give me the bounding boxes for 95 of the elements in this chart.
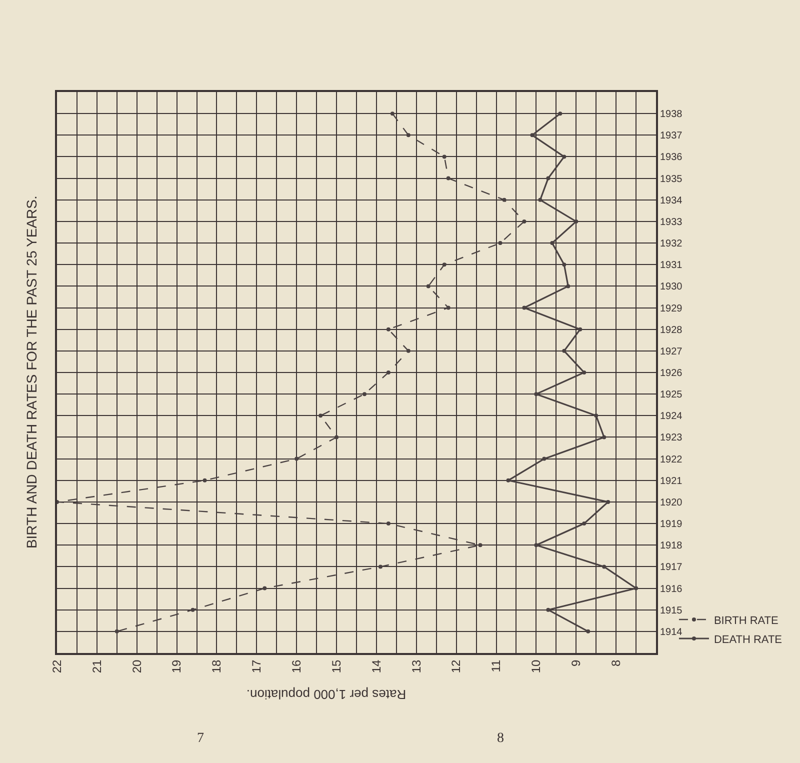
x-tick-label: 22 [50,659,64,674]
point [546,176,550,180]
point [602,564,606,569]
point [562,154,566,159]
x-tick-label: 14 [369,659,384,674]
point [386,327,390,332]
point [522,219,526,224]
y-tick-label: 1914 [660,626,683,638]
point [582,370,586,374]
point [294,456,299,461]
x-tick-label: 18 [210,659,224,674]
x-tick-label: 10 [529,659,544,674]
x-tick-label: 15 [329,659,344,674]
y-tick-label: 1927 [660,346,683,358]
x-tick-label: 17 [250,659,264,674]
text: 8 [497,731,504,746]
point [478,543,482,548]
point [334,435,339,440]
x-tick-label: 11 [489,659,504,672]
x-tick-label: 13 [409,659,424,674]
point [446,306,450,310]
y-tick-label: 1926 [660,368,683,379]
y-tick-label: 1933 [660,216,683,228]
point [442,262,446,267]
y-tick-label: 1934 [660,195,683,206]
point [262,586,267,590]
point [406,348,410,353]
y-tick-label: 1936 [660,152,683,164]
point [582,522,586,526]
point [318,414,323,418]
point [534,392,538,396]
point [378,564,382,569]
point [502,198,506,202]
x-tick-label: 21 [90,659,104,674]
point [566,284,570,288]
point [390,112,394,116]
text: 7 [197,731,204,746]
y-tick-label: 1915 [660,605,683,616]
y-tick-label: 1929 [660,303,683,314]
y-tick-label: 1931 [660,260,683,272]
point [550,241,554,246]
point [522,306,526,310]
y-tick-label: 1937 [660,130,683,142]
point [190,608,195,612]
point [578,327,582,332]
point [386,522,390,526]
point [530,133,534,138]
x-tick-label: 12 [449,659,464,674]
y-tick-label: 1925 [660,390,683,401]
y-tick-label: 1921 [660,476,683,487]
y-tick-label: 1918 [660,540,683,552]
legend-label: DEATH RATE [714,634,782,646]
point [386,370,390,374]
y-tick-label: 1917 [660,562,683,574]
x-tick-label: 16 [290,659,304,674]
point [442,154,446,159]
x-tick-label: 8 [608,659,623,666]
y-tick-label: 1935 [660,174,683,185]
x-tick-label: 9 [569,659,584,666]
y-tick-label: 1932 [660,238,683,250]
point [546,608,550,612]
y-tick-label: 1924 [660,411,683,422]
point [634,586,638,590]
y-tick-label: 1920 [660,497,683,508]
y-tick-label: 1919 [660,519,683,530]
y-tick-label: 1922 [660,454,683,466]
point [406,133,410,138]
point [506,478,510,482]
x-tick-label: 19 [170,659,184,674]
point [602,435,606,440]
y-tick-label: 1923 [660,432,683,444]
point [426,284,430,288]
point [594,414,598,418]
point [574,219,578,224]
y-tick-label: 1928 [660,324,683,336]
point [114,629,119,634]
point [538,198,542,202]
point [606,500,610,504]
x-tick-label: 20 [130,659,144,674]
legend-label: BIRTH RATE [714,614,778,627]
text: BIRTH AND DEATH RATES FOR THE PAST 25 YEARS. [24,196,40,549]
point [534,543,538,548]
point [542,456,546,461]
point [558,112,562,116]
point [202,478,207,482]
y-tick-label: 1930 [660,282,683,293]
point [562,348,566,353]
point [586,629,590,634]
point [498,241,502,246]
point [362,392,366,396]
y-tick-label: 1938 [660,109,683,120]
point [446,176,450,180]
point [562,262,566,267]
y-tick-label: 1916 [660,584,683,595]
x-axis-title: Rates per 1,000 population. [246,686,406,702]
